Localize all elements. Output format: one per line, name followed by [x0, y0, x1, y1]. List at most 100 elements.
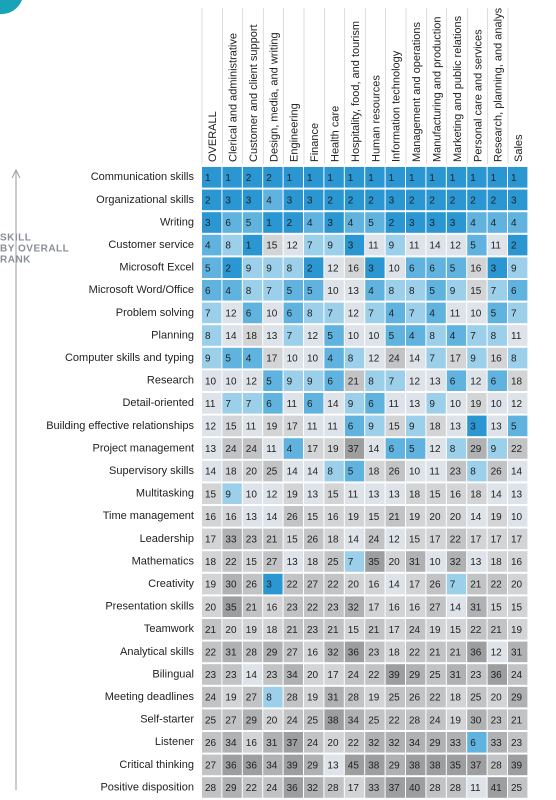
heat-cell	[446, 302, 467, 324]
cell-value: 37	[348, 444, 360, 455]
cell-value: 23	[491, 715, 503, 726]
heat-cell	[487, 460, 507, 482]
cell-value: 13	[266, 331, 278, 342]
heat-cell	[487, 664, 507, 685]
cell-value: 14	[368, 444, 380, 455]
cell-value: 22	[307, 602, 319, 613]
heat-cell	[385, 302, 405, 324]
heat-cell	[202, 370, 222, 391]
cell-value: 19	[266, 422, 278, 433]
row-label: Critical thinking	[119, 759, 194, 771]
cell-value: 7	[368, 309, 374, 320]
heat-cell	[263, 483, 283, 504]
cell-value: 18	[450, 693, 462, 704]
column-header: Manufacturing and production	[432, 16, 444, 162]
cell-value: 4	[348, 218, 354, 229]
row-label: Microsoft Word/Office	[89, 284, 194, 296]
heat-cell	[385, 506, 405, 527]
cell-value: 23	[225, 670, 237, 681]
cell-value: 11	[429, 467, 440, 478]
heat-cell	[467, 257, 487, 278]
cell-value: 22	[327, 580, 339, 591]
column-header: Design, media, and writing	[268, 32, 280, 162]
cell-value: 37	[470, 761, 482, 772]
cell-value: 27	[429, 602, 441, 613]
cell-value: 3	[348, 241, 354, 252]
heat-cell	[263, 189, 283, 211]
cell-value: 18	[470, 489, 482, 500]
cell-value: 21	[491, 625, 503, 636]
heat-cell	[365, 212, 385, 233]
cell-value: 41	[491, 783, 503, 794]
heat-cell	[406, 189, 426, 211]
heat-cell	[365, 483, 385, 504]
heat-cell	[508, 189, 528, 211]
cell-value: 15	[307, 512, 319, 523]
heat-cell	[344, 393, 365, 414]
cell-value: 2	[368, 196, 374, 207]
heat-cell	[487, 302, 507, 324]
cell-value: 29	[511, 693, 523, 704]
cell-value: 14	[429, 241, 441, 252]
cell-value: 8	[327, 467, 333, 478]
heat-cell	[344, 686, 365, 708]
cell-value: 13	[287, 557, 299, 568]
heat-cell	[365, 460, 385, 482]
cell-value: 38	[409, 761, 421, 772]
heat-cell	[222, 528, 242, 550]
heat-cell	[202, 483, 222, 504]
cell-value: 28	[205, 783, 217, 794]
cell-value: 29	[266, 648, 278, 659]
cell-value: 32	[450, 557, 462, 568]
heat-cell	[426, 212, 446, 233]
heat-cell	[385, 438, 405, 459]
heat-cell	[242, 619, 263, 640]
heat-cell	[467, 619, 487, 640]
cell-value: 28	[327, 783, 339, 794]
heat-cell	[242, 551, 263, 572]
heat-cell	[467, 370, 487, 391]
cell-value: 27	[246, 693, 258, 704]
cell-value: 12	[368, 354, 380, 365]
heat-cell	[487, 189, 507, 211]
heat-cell	[283, 754, 303, 776]
cell-value: 16	[491, 354, 503, 365]
heat-cell	[344, 641, 365, 663]
heat-cell	[365, 732, 385, 753]
logo	[0, 0, 22, 15]
cell-value: 12	[266, 489, 278, 500]
cell-value: 25	[511, 783, 523, 794]
cell-value: 5	[470, 241, 476, 252]
heat-cell	[426, 528, 446, 550]
cell-value: 17	[307, 444, 319, 455]
heat-cell	[508, 709, 528, 730]
cell-value: 7	[205, 309, 211, 320]
cell-value: 14	[491, 489, 503, 500]
heat-cell	[263, 393, 283, 414]
heat-cell	[406, 686, 426, 708]
heat-cell	[487, 596, 507, 617]
heat-cell	[426, 347, 446, 369]
cell-value: 24	[511, 670, 523, 681]
cell-value: 7	[470, 331, 476, 342]
cell-value: 11	[368, 241, 379, 252]
heat-cell	[344, 732, 365, 753]
cell-value: 22	[450, 535, 462, 546]
cell-value: 1	[511, 173, 517, 184]
cell-value: 32	[368, 738, 380, 749]
cell-value: 23	[470, 670, 482, 681]
heat-cell	[202, 325, 222, 346]
heat-cell	[202, 528, 222, 550]
row-label: Teamwork	[144, 623, 195, 635]
heat-cell	[324, 347, 344, 369]
heat-cell	[283, 551, 303, 572]
cell-value: 28	[348, 693, 360, 704]
cell-value: 32	[307, 783, 319, 794]
heat-cell	[242, 189, 263, 211]
row-label: Computer skills and typing	[65, 352, 194, 364]
heat-cell	[344, 596, 365, 617]
heat-cell	[324, 415, 344, 437]
cell-value: 13	[368, 489, 380, 500]
heat-cell	[365, 370, 385, 391]
cell-value: 6	[368, 399, 374, 410]
